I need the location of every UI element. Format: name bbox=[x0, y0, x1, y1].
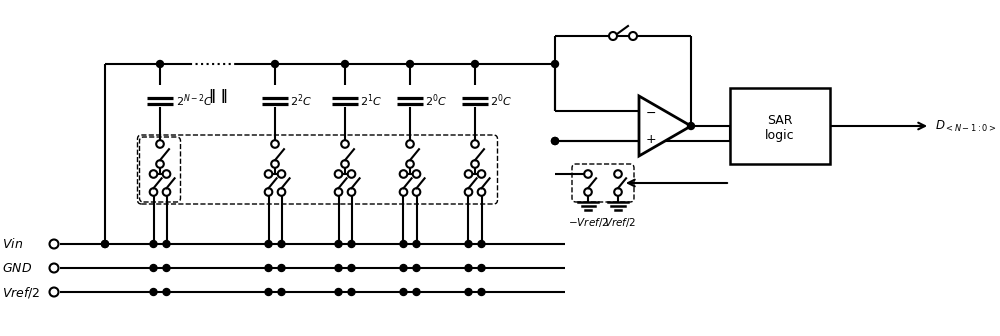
Circle shape bbox=[348, 241, 355, 248]
Circle shape bbox=[278, 264, 285, 271]
Circle shape bbox=[278, 170, 285, 178]
Text: $2^1C$: $2^1C$ bbox=[360, 93, 382, 109]
Text: $Vin$: $Vin$ bbox=[2, 237, 23, 251]
Circle shape bbox=[163, 264, 170, 271]
Circle shape bbox=[614, 170, 622, 178]
Circle shape bbox=[348, 264, 355, 271]
Circle shape bbox=[156, 60, 164, 68]
Circle shape bbox=[163, 170, 170, 178]
Circle shape bbox=[271, 140, 279, 148]
Circle shape bbox=[400, 241, 407, 248]
Circle shape bbox=[150, 264, 157, 271]
Circle shape bbox=[150, 241, 157, 248]
Circle shape bbox=[156, 140, 164, 148]
Polygon shape bbox=[639, 96, 691, 156]
Circle shape bbox=[265, 264, 272, 271]
Text: SAR: SAR bbox=[767, 114, 793, 126]
Circle shape bbox=[478, 289, 485, 295]
Circle shape bbox=[163, 289, 170, 295]
Text: logic: logic bbox=[765, 129, 795, 142]
Circle shape bbox=[465, 188, 472, 196]
Circle shape bbox=[335, 289, 342, 295]
Circle shape bbox=[413, 289, 420, 295]
Circle shape bbox=[406, 140, 414, 148]
Circle shape bbox=[271, 160, 279, 168]
Circle shape bbox=[552, 137, 558, 144]
Text: $2^2C$: $2^2C$ bbox=[290, 93, 312, 109]
Text: $GND$: $GND$ bbox=[2, 261, 32, 275]
Circle shape bbox=[609, 32, 617, 40]
Circle shape bbox=[348, 188, 355, 196]
Circle shape bbox=[342, 60, 349, 68]
Circle shape bbox=[335, 188, 342, 196]
Circle shape bbox=[629, 32, 637, 40]
Text: $Vref/2$: $Vref/2$ bbox=[2, 285, 40, 299]
Circle shape bbox=[102, 241, 108, 248]
Circle shape bbox=[465, 264, 472, 271]
Circle shape bbox=[278, 241, 285, 248]
Circle shape bbox=[50, 288, 58, 296]
Circle shape bbox=[265, 289, 272, 295]
Text: $-Vref/2$: $-Vref/2$ bbox=[568, 216, 608, 229]
Circle shape bbox=[341, 160, 349, 168]
Circle shape bbox=[552, 60, 558, 68]
Circle shape bbox=[413, 170, 420, 178]
Circle shape bbox=[465, 170, 472, 178]
Circle shape bbox=[335, 170, 342, 178]
Circle shape bbox=[478, 241, 485, 248]
Circle shape bbox=[265, 170, 272, 178]
Circle shape bbox=[471, 160, 479, 168]
Circle shape bbox=[348, 289, 355, 295]
Circle shape bbox=[465, 241, 472, 248]
Circle shape bbox=[400, 170, 407, 178]
Circle shape bbox=[50, 240, 58, 249]
Circle shape bbox=[400, 289, 407, 295]
Circle shape bbox=[150, 289, 157, 295]
Circle shape bbox=[278, 188, 285, 196]
Circle shape bbox=[50, 263, 58, 272]
Circle shape bbox=[265, 241, 272, 248]
Text: $+$: $+$ bbox=[645, 133, 656, 146]
Circle shape bbox=[478, 264, 485, 271]
Circle shape bbox=[688, 123, 694, 129]
Circle shape bbox=[614, 188, 622, 196]
Bar bbox=[730, 88, 830, 164]
Circle shape bbox=[413, 241, 420, 248]
Text: $Vref/2$: $Vref/2$ bbox=[604, 216, 636, 229]
Circle shape bbox=[348, 170, 355, 178]
Circle shape bbox=[272, 60, 278, 68]
Circle shape bbox=[163, 241, 170, 248]
Circle shape bbox=[102, 241, 108, 248]
Circle shape bbox=[406, 160, 414, 168]
Circle shape bbox=[335, 241, 342, 248]
Text: $D_{<N-1:0>}$: $D_{<N-1:0>}$ bbox=[935, 119, 997, 133]
Circle shape bbox=[163, 188, 170, 196]
Circle shape bbox=[552, 137, 558, 144]
Text: $2^0C$: $2^0C$ bbox=[490, 93, 512, 109]
Circle shape bbox=[400, 188, 407, 196]
Circle shape bbox=[413, 264, 420, 271]
Circle shape bbox=[584, 170, 592, 178]
Circle shape bbox=[413, 188, 420, 196]
Text: $-$: $-$ bbox=[645, 106, 656, 119]
Circle shape bbox=[278, 289, 285, 295]
Circle shape bbox=[465, 289, 472, 295]
Circle shape bbox=[584, 188, 592, 196]
Circle shape bbox=[471, 140, 479, 148]
Text: $2^{N-2}C$: $2^{N-2}C$ bbox=[176, 93, 214, 109]
Circle shape bbox=[478, 170, 485, 178]
Circle shape bbox=[341, 140, 349, 148]
Circle shape bbox=[335, 264, 342, 271]
Text: $2^0C$: $2^0C$ bbox=[425, 93, 447, 109]
Circle shape bbox=[156, 160, 164, 168]
Circle shape bbox=[472, 60, 479, 68]
Circle shape bbox=[406, 60, 414, 68]
Circle shape bbox=[150, 170, 157, 178]
Circle shape bbox=[478, 188, 485, 196]
Circle shape bbox=[150, 188, 157, 196]
Circle shape bbox=[400, 264, 407, 271]
Circle shape bbox=[265, 188, 272, 196]
Text: ‖ ‖: ‖ ‖ bbox=[209, 89, 227, 103]
